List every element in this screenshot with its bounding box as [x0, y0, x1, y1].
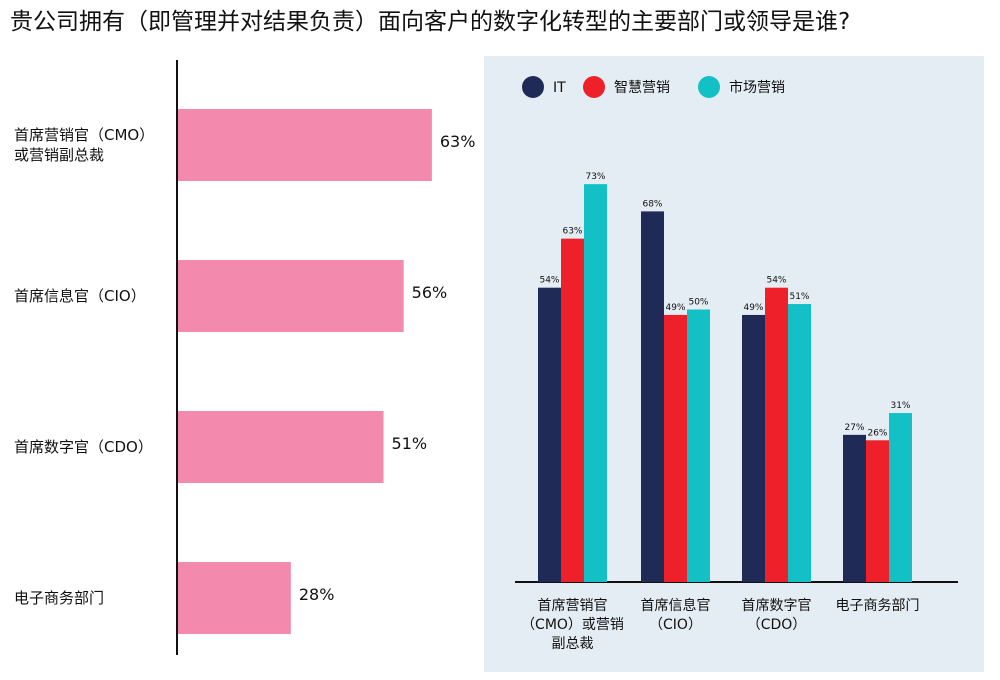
legend-marker: [583, 76, 605, 98]
left-category-label: 电子商务部门: [14, 589, 104, 607]
right-bar-value-label: 26%: [867, 428, 887, 438]
right-bar-value-label: 63%: [562, 227, 582, 237]
left-bar-value-label: 63%: [440, 132, 476, 151]
right-bar-value-label: 31%: [890, 401, 910, 411]
right-category-label: 首席信息官: [641, 597, 711, 614]
right-category-label: 电子商务部门: [836, 598, 920, 614]
left-bar: [178, 109, 432, 181]
right-chart-bars: 54%63%73%首席营销官（CMO）或营销副总裁68%49%50%首席信息官（…: [521, 172, 919, 652]
left-category-label: 首席信息官（CIO）: [14, 287, 146, 305]
legend-marker: [522, 76, 544, 98]
right-bar: [664, 314, 687, 582]
legend-marker: [698, 76, 720, 98]
right-bar: [788, 304, 811, 582]
legend-label: 智慧营销: [614, 80, 670, 96]
left-bar-value-label: 28%: [299, 585, 335, 604]
right-bar-value-label: 51%: [789, 292, 809, 302]
right-bar: [843, 434, 866, 582]
right-category-label: （CMO）或营销: [521, 617, 624, 633]
left-category-label: 首席营销官（CMO）: [14, 126, 154, 144]
legend: IT 智慧营销 市场营销: [522, 76, 785, 98]
left-bar-value-label: 51%: [392, 434, 428, 453]
right-bar: [538, 287, 561, 582]
left-category-label: 首席数字官（CDO）: [14, 438, 153, 456]
right-bar: [641, 211, 664, 582]
right-bar: [889, 413, 912, 582]
right-category-label: 首席数字官: [742, 598, 812, 614]
legend-label: 市场营销: [729, 79, 785, 96]
right-bar: [584, 184, 607, 582]
right-bar: [742, 314, 765, 582]
right-bar-value-label: 49%: [665, 303, 685, 313]
right-category-label: （CIO）: [649, 617, 702, 633]
left-bar: [178, 411, 384, 483]
right-bar: [866, 440, 889, 582]
left-chart-bars: 63% 首席营销官（CMO） 或营销副总裁 56% 首席信息官（CIO） 51% 首席数字官…: [14, 109, 475, 634]
right-bar-value-label: 27%: [844, 423, 864, 433]
left-category-label: 或营销副总裁: [14, 146, 104, 164]
right-bar: [687, 309, 710, 582]
left-bar-value-label: 56%: [412, 283, 448, 302]
right-bar-value-label: 49%: [743, 303, 763, 313]
right-bar-value-label: 54%: [539, 276, 559, 286]
right-bar-value-label: 73%: [585, 172, 605, 182]
left-bar: [178, 562, 291, 634]
right-bar-value-label: 50%: [688, 298, 708, 308]
legend-label: IT: [553, 80, 566, 96]
right-bar-value-label: 68%: [642, 199, 662, 209]
page-title: 贵公司拥有（即管理并对结果负责）面向客户的数字化转型的主要部门或领导是谁?: [10, 9, 851, 35]
left-bar: [178, 260, 404, 332]
right-bar-value-label: 54%: [766, 276, 786, 286]
right-bar: [561, 238, 584, 582]
right-category-label: （CDO）: [747, 617, 807, 633]
right-category-label: 首席营销官: [538, 598, 608, 614]
right-bar: [765, 287, 788, 582]
right-category-label: 副总裁: [552, 636, 594, 652]
